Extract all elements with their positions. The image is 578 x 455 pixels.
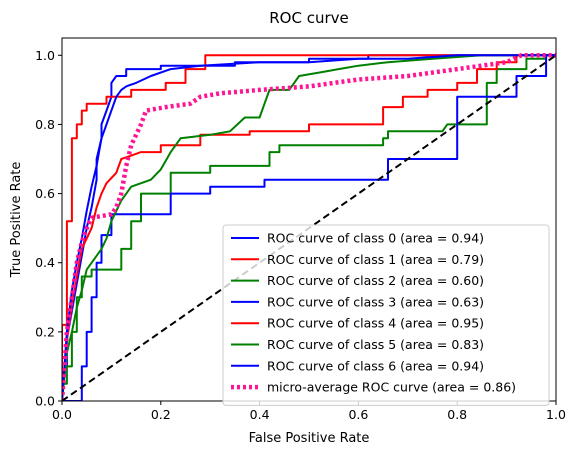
x-axis-label: False Positive Rate [249, 431, 370, 446]
roc-line-3 [62, 54, 556, 401]
legend-entry-label: ROC curve of class 0 (area = 0.94) [267, 231, 484, 246]
x-tick-label: 0.2 [151, 407, 171, 422]
legend-entry-label: ROC curve of class 2 (area = 0.60) [267, 273, 484, 288]
chart-title: ROC curve [269, 9, 349, 27]
x-tick-label: 0.6 [348, 407, 368, 422]
y-tick-label: 1.0 [35, 48, 55, 63]
legend-entry-label: ROC curve of class 5 (area = 0.83) [267, 337, 484, 352]
y-tick-label: 0.8 [35, 117, 55, 132]
curves-layer [62, 53, 556, 401]
legend-entry-label: micro-average ROC curve (area = 0.86) [267, 380, 516, 395]
x-tick-label: 0.4 [250, 407, 270, 422]
y-tick-label: 0.6 [35, 186, 55, 201]
ticks-layer: 0.0 0.2 0.4 0.6 0.8 1.0 0.0 0.2 0.4 0.6 0.8 1.0 [35, 48, 566, 422]
x-tick-label: 0.0 [52, 407, 72, 422]
legend-entry-label: ROC curve of class 3 (area = 0.63) [267, 294, 484, 309]
legend-entry-label: ROC curve of class 4 (area = 0.95) [267, 316, 484, 331]
roc-line-4 [62, 54, 556, 401]
roc-line-7 [62, 53, 556, 401]
roc-line-5 [62, 54, 556, 401]
y-tick-label: 0.0 [35, 394, 55, 409]
x-tick-label: 1.0 [546, 407, 566, 422]
y-axis-label: True Positive Rate [9, 162, 24, 279]
legend: ROC curve of class 0 (area = 0.94) ROC cu… [222, 224, 550, 406]
y-tick-label: 0.4 [35, 255, 55, 270]
legend-entry-label: ROC curve of class 6 (area = 0.94) [267, 358, 484, 373]
legend-box [222, 224, 550, 406]
roc-line-1 [62, 54, 556, 401]
y-tick-label: 0.2 [35, 324, 55, 339]
legend-entry-label: ROC curve of class 1 (area = 0.79) [267, 252, 484, 267]
x-tick-label: 0.8 [447, 407, 467, 422]
